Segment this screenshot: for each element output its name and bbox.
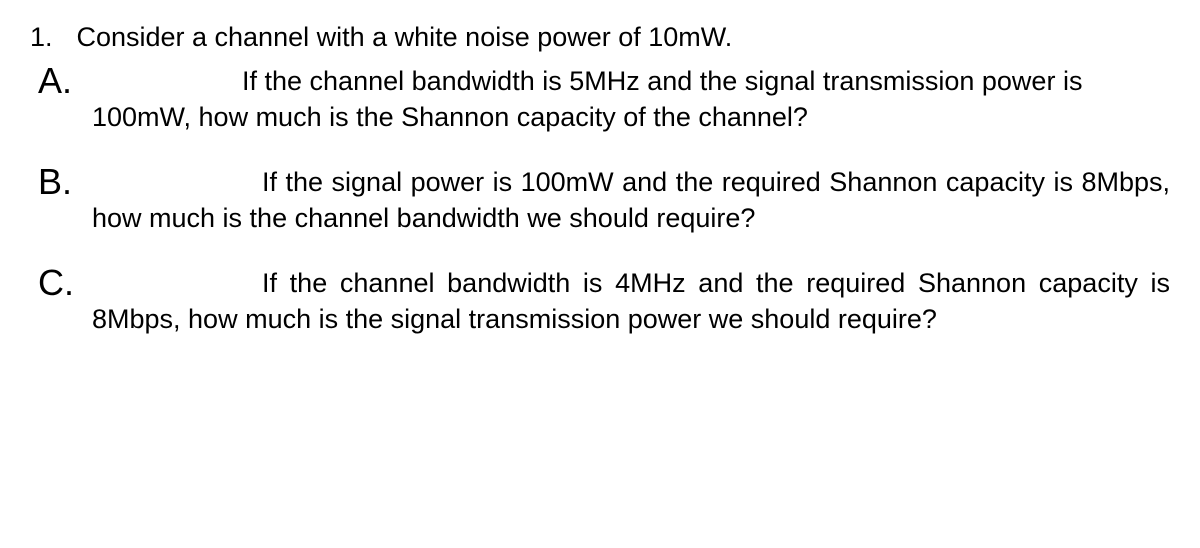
part-b-letter: B. <box>30 164 92 200</box>
part-c-body: If the channel bandwidth is 4MHz and the… <box>92 265 1170 338</box>
question-line: 1. Consider a channel with a white noise… <box>30 22 1170 53</box>
part-b-body: If the signal power is 100mW and the req… <box>92 164 1170 237</box>
part-b-text: If the signal power is 100mW and the req… <box>92 167 1170 233</box>
part-c-text: If the channel bandwidth is 4MHz and the… <box>92 268 1170 334</box>
part-a-text: If the channel bandwidth is 5MHz and the… <box>92 66 1082 132</box>
question-spacer <box>57 22 72 52</box>
question-number: 1. <box>30 22 53 52</box>
part-c: C. If the channel bandwidth is 4MHz and … <box>30 265 1170 338</box>
part-a-letter: A. <box>30 63 92 99</box>
part-c-letter: C. <box>30 265 92 301</box>
part-a: A. If the channel bandwidth is 5MHz and … <box>30 63 1170 136</box>
part-b: B. If the signal power is 100mW and the … <box>30 164 1170 237</box>
parts-list: A. If the channel bandwidth is 5MHz and … <box>30 63 1170 338</box>
question-text: Consider a channel with a white noise po… <box>76 22 732 52</box>
part-a-body: If the channel bandwidth is 5MHz and the… <box>92 63 1170 136</box>
